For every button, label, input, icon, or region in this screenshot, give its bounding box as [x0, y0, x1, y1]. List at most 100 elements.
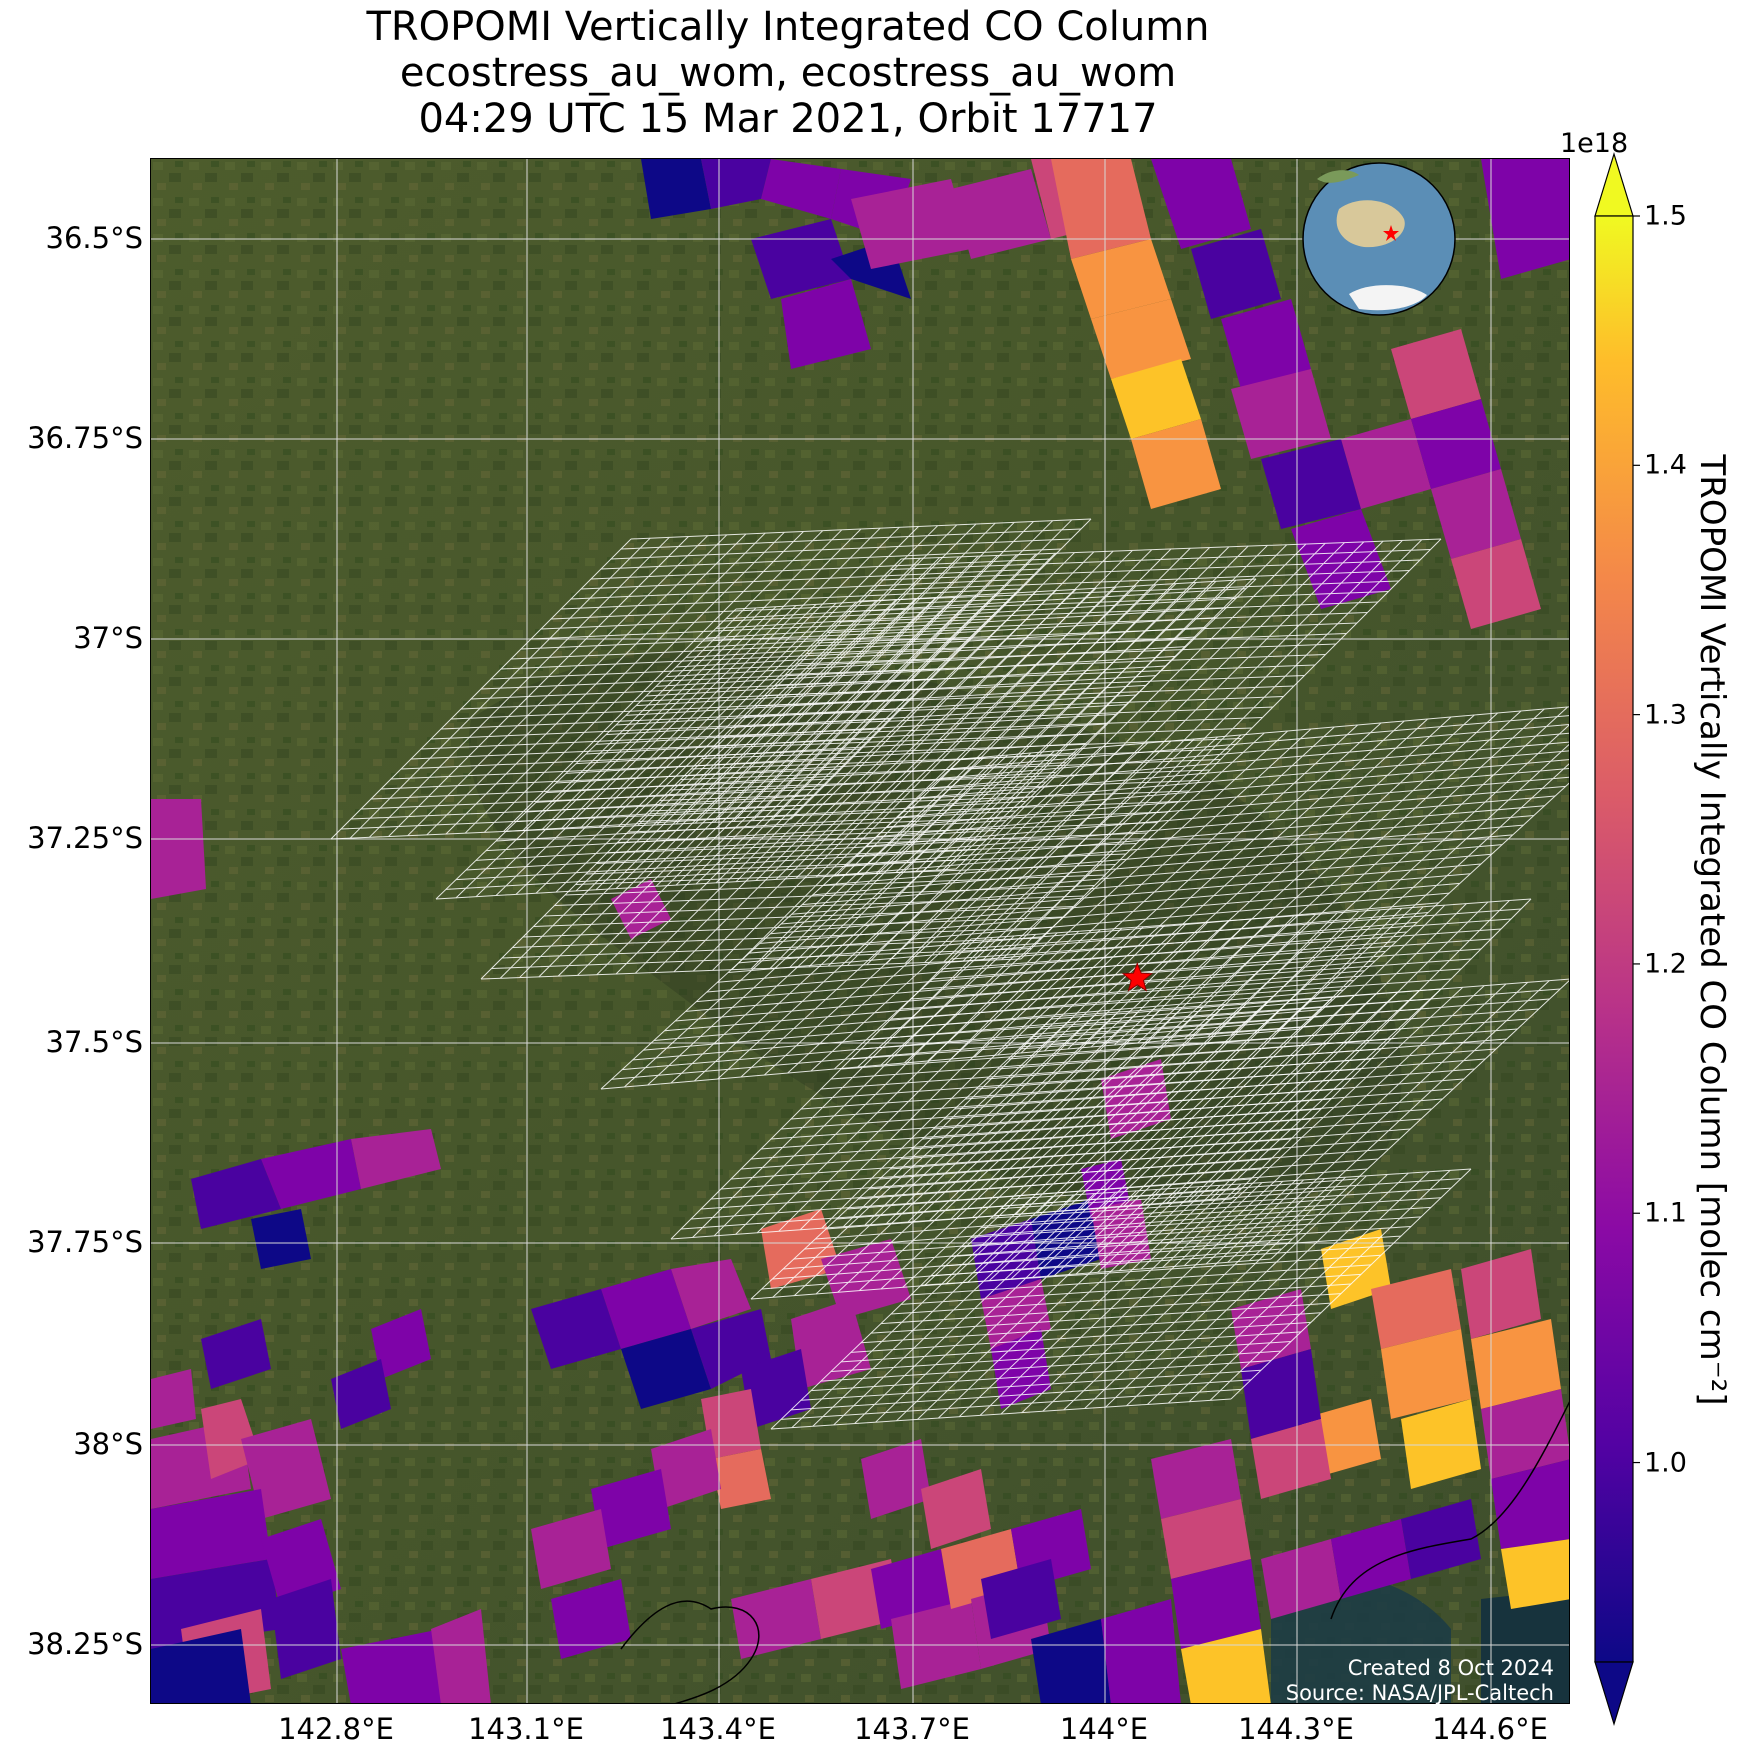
lon-tick-label: 143.4°E [660, 1712, 776, 1746]
co-cell [921, 1469, 991, 1549]
lat-tick-label: 36.75°S [27, 421, 143, 455]
co-cell [201, 1319, 271, 1389]
co-cell [701, 1389, 761, 1459]
co-cell [1481, 159, 1569, 279]
co-cell [731, 1579, 821, 1659]
lat-tick-label: 37.75°S [27, 1225, 143, 1259]
title-line-1: TROPOMI Vertically Integrated CO Column [366, 4, 1210, 50]
co-cell [671, 1259, 751, 1329]
co-cell [1331, 1519, 1411, 1599]
co-cell [431, 1609, 491, 1703]
co-cell [1191, 229, 1281, 319]
co-cell [1151, 1439, 1241, 1519]
co-cell [1261, 1539, 1341, 1619]
colorbar-label: TROPOMI Vertically Integrated CO Column … [1692, 454, 1732, 1406]
co-cell [1171, 1559, 1261, 1649]
lat-tick-label: 38.25°S [27, 1627, 143, 1661]
co-cell [251, 1209, 311, 1269]
colorbar-tick-label: 1.3 [1644, 699, 1687, 731]
co-cell [601, 1269, 691, 1349]
co-cell [531, 1509, 611, 1589]
co-cell [1151, 159, 1251, 249]
lon-tick-label: 144°E [1059, 1712, 1149, 1746]
co-cell [341, 1629, 451, 1703]
co-cell [151, 1489, 271, 1579]
co-cell [791, 1299, 871, 1389]
lon-tick-label: 144.3°E [1238, 1712, 1354, 1746]
co-cell [1381, 1329, 1471, 1419]
co-cell [1231, 1289, 1311, 1369]
co-cell [1501, 1539, 1569, 1609]
co-cell [1231, 369, 1331, 459]
lat-tick-label: 38°S [73, 1427, 143, 1461]
co-cell [1091, 299, 1191, 379]
co-cell [1461, 1249, 1541, 1339]
lat-tick-label: 37°S [73, 621, 143, 655]
target-star-icon [1121, 962, 1153, 992]
co-cell [1181, 1629, 1271, 1703]
co-cell [551, 1579, 631, 1659]
lon-tick-label: 144.6°E [1432, 1712, 1548, 1746]
co-cell [1391, 329, 1481, 419]
ecostress-footprints [330, 518, 1569, 1430]
colorbar-extend-bottom [1594, 1661, 1634, 1727]
co-cell [1431, 469, 1521, 559]
title-line-2: ecostress_au_wom, ecostress_au_wom [399, 50, 1177, 96]
co-cell [1471, 1319, 1561, 1409]
tropomi-cells [151, 159, 1569, 1703]
lon-tick-label: 142.8°E [278, 1712, 394, 1746]
co-cell [1451, 539, 1541, 629]
co-cell [641, 159, 711, 219]
co-cell [151, 1629, 251, 1703]
colorbar-extend-top [1594, 151, 1634, 217]
co-cell [1111, 359, 1201, 439]
co-cell [621, 1329, 711, 1409]
co-cell [1161, 1499, 1251, 1579]
globe-inset-icon [1302, 162, 1456, 316]
colorbar-exponent: 1e18 [1560, 128, 1629, 159]
co-cell [331, 1359, 391, 1429]
co-cell [1401, 1499, 1481, 1579]
co-cell [351, 1129, 441, 1189]
map-canvas [151, 159, 1569, 1703]
colorbar-gradient [1594, 215, 1634, 1663]
colorbar [1594, 151, 1640, 1727]
lon-tick-label: 143.1°E [468, 1712, 584, 1746]
colorbar-tick-label: 1.0 [1644, 1447, 1687, 1479]
co-cell [1261, 439, 1361, 529]
co-cell [261, 1139, 361, 1209]
co-cell [1031, 1619, 1111, 1703]
co-cell [591, 1469, 671, 1549]
footprint-swath [770, 1168, 1472, 1430]
colorbar-tick-label: 1.1 [1644, 1197, 1687, 1229]
co-cell [981, 1559, 1061, 1639]
co-cell [151, 1369, 196, 1429]
lat-tick-label: 37.25°S [27, 821, 143, 855]
co-cell [1241, 1349, 1321, 1439]
footprint-swath [750, 978, 1569, 1300]
co-cell [1071, 239, 1171, 319]
co-cell [1481, 1389, 1569, 1479]
created-date: Created 8 Oct 2024 [1347, 1656, 1554, 1680]
ranges-shading [468, 649, 1402, 1212]
co-cell [371, 1309, 431, 1379]
lake-outline [620, 1600, 760, 1703]
co-cell [191, 1159, 281, 1229]
coastline [1330, 1401, 1569, 1620]
co-cell [951, 169, 1051, 259]
colorbar-tick-label: 1.5 [1644, 200, 1687, 232]
lat-tick-label: 37.5°S [45, 1025, 143, 1059]
footprint-swath [330, 518, 1092, 840]
co-cell [1221, 299, 1311, 389]
title-line-3: 04:29 UTC 15 Mar 2021, Orbit 17717 [418, 96, 1158, 142]
co-cell [1411, 399, 1501, 489]
sea-water [1481, 1589, 1569, 1703]
co-cell [821, 1239, 911, 1319]
source-credit: Source: NASA/JPL-Caltech [1285, 1681, 1554, 1705]
map-panel[interactable] [150, 158, 1570, 1704]
co-cell [1371, 1269, 1461, 1349]
co-cell [241, 1419, 331, 1519]
co-cell [1101, 1599, 1181, 1703]
lon-tick-label: 143.7°E [854, 1712, 970, 1746]
co-cell [711, 1449, 771, 1509]
